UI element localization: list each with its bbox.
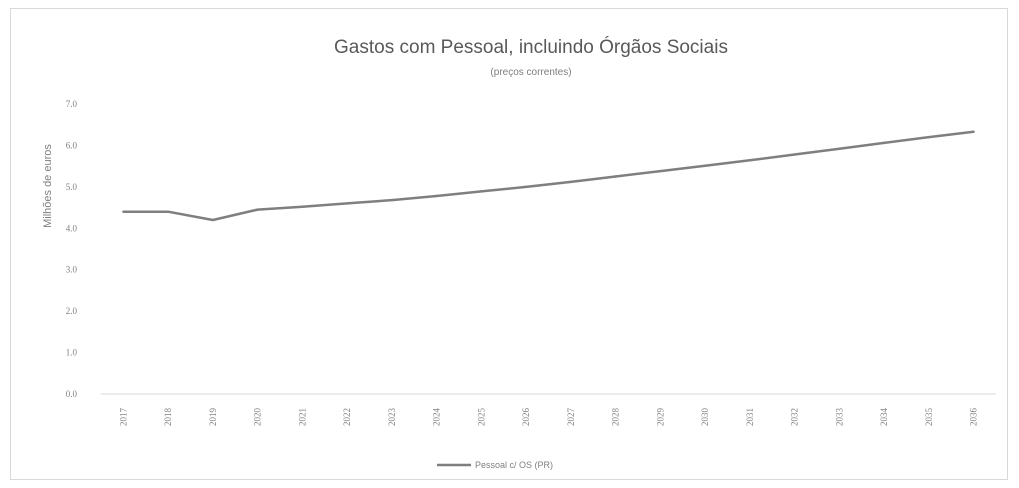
- data-point: [524, 185, 528, 189]
- data-point: [972, 130, 975, 133]
- data-point: [301, 205, 304, 208]
- x-tick-label: 2030: [700, 408, 710, 427]
- x-tick-label: 2035: [924, 408, 934, 427]
- data-point: [793, 153, 796, 156]
- x-tick-label: 2018: [163, 408, 173, 427]
- x-tick-label: 2025: [476, 408, 486, 427]
- y-tick-label: 7.0: [66, 99, 78, 109]
- chart-subtitle: (preços correntes): [490, 67, 571, 78]
- x-tick-label: 2022: [342, 408, 352, 426]
- data-point: [748, 159, 752, 162]
- data-point: [390, 198, 394, 202]
- series-layer: [122, 130, 975, 222]
- data-point: [569, 180, 573, 184]
- y-tick-label: 2.0: [66, 306, 78, 316]
- x-tick-label: 2023: [387, 408, 397, 427]
- x-tick-label: 2036: [969, 408, 979, 427]
- x-tick-label: 2033: [834, 408, 844, 427]
- data-point: [882, 141, 886, 145]
- series-line-0: [123, 130, 974, 222]
- data-point: [659, 169, 662, 173]
- x-tick-label: 2027: [566, 408, 576, 427]
- data-point: [927, 135, 931, 139]
- y-tick-label: 6.0: [66, 140, 78, 150]
- y-tick-label: 0.0: [66, 389, 78, 399]
- y-tick-label: 5.0: [66, 182, 78, 192]
- data-point: [256, 208, 259, 211]
- data-point: [480, 190, 483, 193]
- line-chart: Gastos com Pessoal, incluindo Órgãos Soc…: [42, 36, 996, 470]
- x-tick-label: 2034: [879, 408, 889, 427]
- legend-label: Pessoal c/ OS (PR): [475, 460, 553, 470]
- x-tick-label: 2021: [297, 408, 307, 426]
- x-tick-label: 2029: [655, 408, 665, 427]
- x-tick-label: 2019: [208, 408, 218, 427]
- data-point: [838, 147, 841, 150]
- x-tick-label: 2031: [745, 408, 755, 426]
- data-point: [435, 194, 438, 198]
- legend: Pessoal c/ OS (PR): [437, 460, 553, 470]
- data-point: [703, 164, 707, 167]
- x-axis-ticks: 2017 2018 2019 2020 2021 2022 2023 2024 2025 2026…: [118, 408, 978, 427]
- x-tick-label: 2020: [253, 408, 263, 427]
- chart-frame: Gastos com Pessoal, incluindo Órgãos Soc…: [10, 8, 1008, 480]
- chart-title: Gastos com Pessoal, incluindo Órgãos Soc…: [334, 36, 728, 58]
- data-point: [166, 210, 170, 213]
- x-tick-label: 2032: [790, 408, 800, 426]
- x-tick-label: 2028: [611, 408, 621, 427]
- x-tick-label: 2024: [432, 408, 442, 427]
- y-tick-label: 1.0: [66, 348, 78, 358]
- data-point: [614, 175, 617, 178]
- x-tick-label: 2017: [118, 408, 128, 427]
- data-point: [211, 218, 215, 222]
- y-tick-label: 3.0: [66, 265, 78, 275]
- data-point: [345, 202, 349, 205]
- data-point: [122, 210, 125, 213]
- x-tick-label: 2026: [521, 408, 531, 427]
- y-axis-label: Milhões de euros: [42, 144, 54, 228]
- y-axis-ticks: 0.0 1.0 2.0 3.0 4.0 5.0 6.0 7.0: [66, 99, 78, 399]
- y-tick-label: 4.0: [66, 223, 78, 233]
